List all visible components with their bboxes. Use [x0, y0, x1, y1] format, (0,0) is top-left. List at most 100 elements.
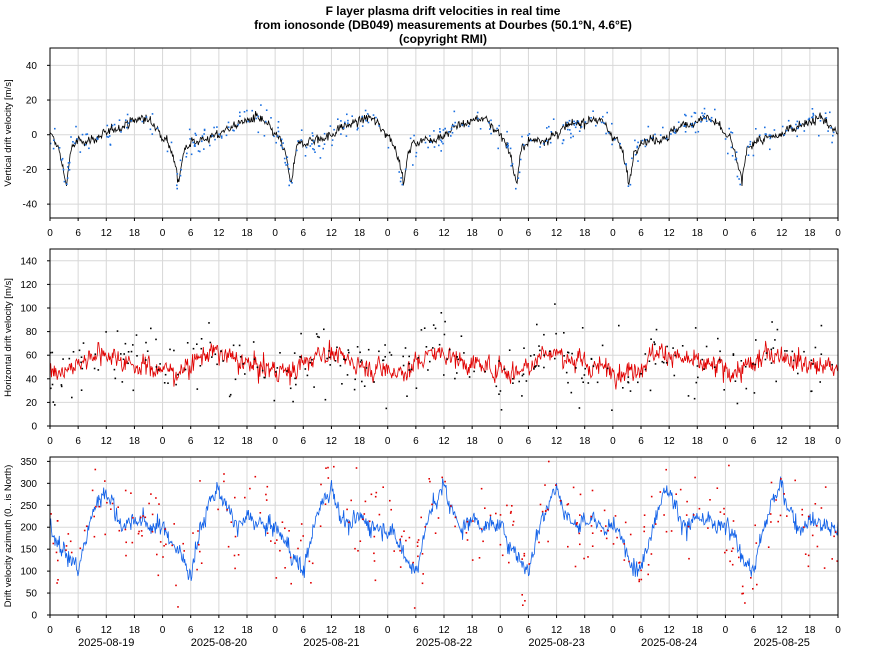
azimuth-data-point — [786, 515, 788, 517]
vertical-data-point — [346, 113, 348, 116]
azimuth-data-point — [523, 552, 526, 555]
azimuth-data-point — [173, 523, 175, 525]
vertical-data-point — [714, 108, 716, 111]
azimuth-data-point — [801, 508, 803, 511]
horizontal-data-point — [695, 381, 698, 384]
azimuth-data-point — [698, 507, 701, 510]
azimuth-data-point — [177, 606, 179, 608]
vertical-data-point — [300, 129, 303, 131]
vertical-data-point — [549, 141, 552, 144]
azimuth-data-point — [624, 521, 627, 524]
vertical-data-point — [704, 117, 706, 120]
x-tick-label: 6 — [75, 436, 81, 447]
vertical-data-point — [634, 154, 637, 156]
vertical-data-point — [631, 157, 633, 160]
azimuth-data-point — [117, 506, 119, 508]
azimuth-data-point — [151, 530, 154, 533]
horizontal-data-point — [701, 358, 703, 361]
azimuth-data-point — [663, 514, 665, 516]
x-tick-label: 0 — [385, 625, 391, 636]
vertical-data-point — [611, 122, 613, 125]
vertical-data-point — [684, 125, 687, 127]
horizontal-data-point — [167, 382, 169, 384]
vertical-data-point — [429, 135, 431, 137]
azimuth-data-point — [275, 577, 278, 579]
azimuth-data-point — [640, 578, 643, 581]
vertical-data-point — [454, 121, 456, 124]
azimuth-data-point — [541, 510, 544, 513]
x-tick-label: 0 — [47, 436, 53, 447]
vertical-data-point — [773, 129, 776, 131]
azimuth-data-point — [157, 574, 160, 577]
horizontal-data-point — [385, 407, 388, 410]
azimuth-data-point — [94, 468, 97, 471]
horizontal-data-point — [503, 368, 506, 370]
azimuth-data-point — [310, 582, 312, 584]
horizontal-data-point — [770, 362, 773, 364]
azimuth-data-point — [501, 554, 504, 557]
azimuth-data-point — [374, 495, 377, 498]
vertical-data-point — [444, 127, 446, 130]
azimuth-data-point — [709, 499, 711, 501]
azimuth-data-point — [378, 513, 381, 516]
azimuth-data-point — [729, 560, 731, 563]
x-tick-label: 18 — [354, 228, 366, 239]
azimuth-data-point — [130, 492, 132, 494]
vertical-data-point — [387, 146, 390, 149]
vertical-data-point — [255, 117, 258, 120]
vertical-data-point — [280, 138, 283, 141]
horizontal-data-point — [177, 373, 179, 376]
vertical-data-point — [573, 120, 575, 123]
horizontal-data-point — [812, 363, 814, 365]
vertical-data-point — [145, 116, 148, 118]
date-label: 2025-08-22 — [416, 637, 472, 649]
vertical-data-point — [68, 161, 71, 164]
vertical-data-point — [673, 131, 676, 134]
vertical-data-point — [636, 146, 638, 149]
vertical-data-point — [300, 139, 303, 141]
azimuth-data-point — [836, 560, 838, 562]
vertical-data-point — [561, 142, 564, 145]
horizontal-data-point — [752, 363, 754, 365]
horizontal-data-point — [93, 367, 96, 370]
vertical-data-point — [477, 117, 479, 120]
horizontal-data-point — [460, 335, 463, 337]
vertical-data-point — [619, 142, 621, 145]
vertical-data-point — [519, 158, 522, 161]
azimuth-data-point — [200, 562, 203, 564]
vertical-data-point — [270, 117, 272, 119]
horizontal-data-point — [80, 389, 83, 391]
vertical-data-point — [176, 173, 179, 175]
vertical-data-point — [54, 127, 56, 130]
y-tick-label: 350 — [20, 457, 37, 468]
azimuth-data-point — [196, 568, 198, 571]
horizontal-data-point — [665, 362, 668, 364]
vertical-data-point — [787, 119, 790, 122]
horizontal-data-point — [831, 363, 833, 366]
x-tick-label: 12 — [438, 436, 450, 447]
vertical-data-point — [439, 130, 441, 133]
horizontal-data-point — [563, 355, 565, 357]
horizontal-data-point — [745, 387, 748, 390]
azimuth-data-point — [466, 520, 469, 523]
azimuth-data-point — [79, 547, 82, 550]
azimuth-data-point — [183, 550, 185, 552]
vertical-data-point — [611, 143, 613, 146]
azimuth-data-point — [750, 577, 752, 579]
azimuth-data-point — [319, 525, 322, 527]
vertical-data-point — [738, 178, 740, 180]
x-tick-label: 6 — [301, 436, 307, 447]
horizontal-data-point — [408, 362, 411, 365]
azimuth-data-point — [777, 520, 779, 523]
azimuth-data-point — [111, 502, 114, 505]
vertical-data-point — [318, 145, 321, 147]
vertical-data-point — [796, 135, 798, 138]
azimuth-y-axis-label: Drift velocity azimuth (0.. is North) — [3, 465, 14, 608]
horizontal-data-point — [723, 389, 725, 391]
vertical-data-point — [415, 151, 418, 154]
horizontal-data-point — [648, 360, 651, 362]
azimuth-data-point — [85, 525, 88, 527]
azimuth-data-point — [480, 528, 483, 530]
vertical-data-point — [694, 131, 697, 134]
x-tick-label: 0 — [610, 436, 616, 447]
